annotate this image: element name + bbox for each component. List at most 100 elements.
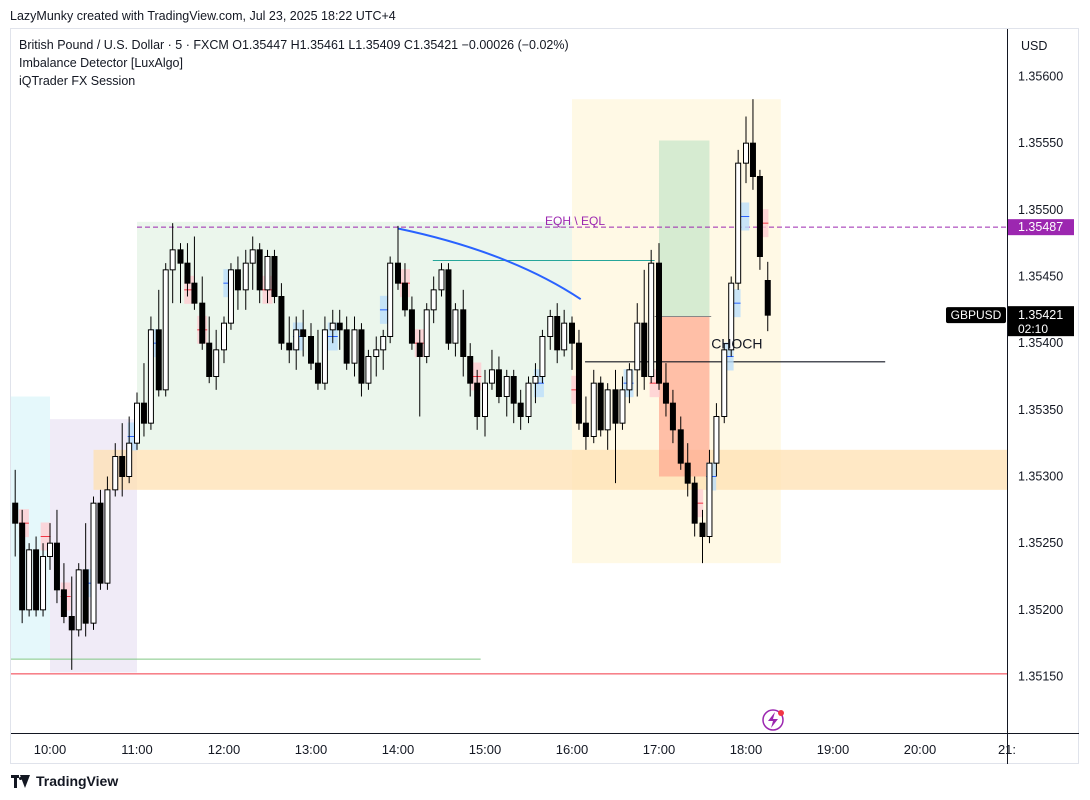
indicator-legend-imbalance[interactable]: Imbalance Detector [LuxAlgo] <box>19 56 183 70</box>
candle-up <box>743 116 749 184</box>
candle-body <box>19 522 26 611</box>
chart-credit: LazyMunky created with TradingView.com, … <box>10 9 396 23</box>
candle-body <box>699 522 706 538</box>
candle-body <box>112 456 119 491</box>
candle-down <box>53 509 60 604</box>
candle-body <box>706 462 713 537</box>
candle-down <box>582 396 589 450</box>
candle-down <box>184 243 191 297</box>
candle-body <box>721 349 728 418</box>
candle-body <box>474 382 481 417</box>
candle-down <box>474 369 481 430</box>
candle-body <box>358 329 365 384</box>
candle-down <box>641 269 648 390</box>
candle-body <box>756 176 763 257</box>
candle-up <box>329 309 336 344</box>
candle-up <box>126 416 133 484</box>
eqh-label: EQH \ EQL <box>545 214 605 228</box>
candle-down <box>669 389 676 444</box>
candle-up <box>169 223 176 304</box>
candle-body <box>97 502 104 584</box>
candle-body <box>256 249 263 291</box>
candle-body <box>532 376 539 384</box>
candle-down <box>554 303 561 364</box>
candle-body <box>68 616 75 631</box>
candle-down <box>445 263 452 350</box>
tradingview-brand: TradingView <box>36 773 119 789</box>
candle-body <box>604 389 611 431</box>
candle-body <box>561 322 568 351</box>
x-tick-label: 13:00 <box>295 742 328 757</box>
last-price-text: 1.35421 <box>1018 308 1063 322</box>
candle-body <box>169 249 176 271</box>
candle-body <box>221 322 227 351</box>
candle-down <box>460 289 467 377</box>
chart-frame <box>10 28 1079 764</box>
candle-down <box>756 169 763 270</box>
candle-down <box>300 309 307 357</box>
candle-body <box>293 329 300 351</box>
candle-down <box>691 476 698 537</box>
candle-down <box>308 323 314 370</box>
y-tick-label: 1.35550 <box>1018 136 1063 150</box>
candle-body <box>395 262 401 284</box>
indicator-legend-session[interactable]: iQTrader FX Session <box>19 74 136 88</box>
candle-body <box>75 569 82 631</box>
candle-down <box>569 316 575 370</box>
candle-down <box>408 296 415 350</box>
tradingview-footer[interactable]: TradingView <box>11 773 118 789</box>
candle-down <box>517 389 524 430</box>
candle-body <box>430 289 437 311</box>
candle-body <box>140 402 147 424</box>
candle-body <box>314 362 321 384</box>
candle-body <box>278 296 285 344</box>
candle-up <box>561 309 568 357</box>
candle-up <box>721 343 728 424</box>
candle-down <box>234 256 241 310</box>
candle-body <box>249 249 256 264</box>
candle-body <box>582 422 589 437</box>
candle-down <box>656 243 662 390</box>
candle-up <box>365 349 372 390</box>
candle-body <box>40 556 47 611</box>
x-tick-label: 15:00 <box>469 742 502 757</box>
candle-body <box>569 322 575 344</box>
candle-down <box>119 423 126 497</box>
x-tick-label: 20:00 <box>904 742 937 757</box>
candle-body <box>308 336 314 364</box>
candle-down <box>191 236 198 310</box>
candle-body <box>82 569 89 624</box>
candle-body <box>547 316 554 337</box>
candle-up <box>735 149 742 290</box>
candle-body <box>401 282 408 311</box>
candle-down <box>271 249 278 304</box>
candle-up <box>387 256 394 344</box>
last-price-bg <box>1008 306 1074 337</box>
symbol-legend[interactable]: British Pound / U.S. Dollar · 5 · FXCM O… <box>19 38 569 52</box>
candle-up <box>249 236 256 290</box>
candle-up <box>619 376 626 430</box>
candle-body <box>416 342 423 357</box>
candle-body <box>12 502 19 524</box>
y-tick-label: 1.35200 <box>1018 603 1063 617</box>
candle-body <box>213 349 220 378</box>
candle-body <box>467 356 474 384</box>
candle-body <box>33 549 40 611</box>
candle-up <box>525 376 532 424</box>
candle-up <box>75 563 82 637</box>
candle-body <box>329 322 336 331</box>
candle-body <box>641 322 648 377</box>
y-tick-label: 1.35500 <box>1018 203 1063 217</box>
candle-body <box>162 269 169 391</box>
candle-down <box>467 343 474 397</box>
candle-body <box>728 282 735 351</box>
candle-body <box>597 382 604 431</box>
candle-down <box>82 523 89 637</box>
candle-body <box>539 336 546 377</box>
candle-body <box>90 502 97 624</box>
candle-body <box>764 280 771 316</box>
candle-down <box>416 329 423 417</box>
candle-down <box>12 469 19 557</box>
candle-up <box>482 369 488 437</box>
